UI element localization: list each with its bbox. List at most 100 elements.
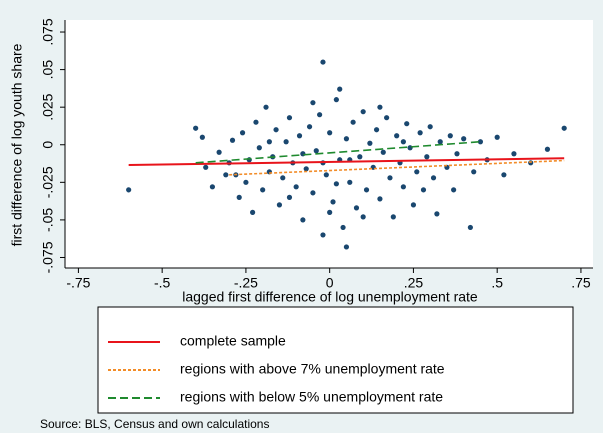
- y-tick-label: 0: [40, 141, 56, 149]
- scatter-point: [300, 217, 306, 223]
- scatter-point: [343, 244, 350, 250]
- scatter-point: [380, 149, 386, 155]
- scatter-point: [313, 148, 319, 154]
- y-tick-label: -.025: [40, 166, 56, 198]
- x-tick-label: .25: [404, 275, 424, 291]
- scatter-point: [347, 179, 353, 185]
- legend-box: [97, 306, 574, 414]
- plot-area: [65, 20, 593, 268]
- scatter-point: [286, 115, 293, 121]
- scatter-point: [454, 151, 460, 157]
- scatter-point: [320, 232, 326, 238]
- scatter-point: [387, 175, 393, 181]
- scatter-point: [528, 160, 534, 166]
- scatter-point: [317, 112, 323, 118]
- y-tick-label: .075: [40, 18, 56, 45]
- x-tick-label: -.25: [234, 275, 258, 291]
- scatter-point: [377, 104, 383, 110]
- scatter-point: [209, 184, 216, 190]
- scatter-point: [420, 187, 427, 193]
- scatter-point: [310, 190, 316, 196]
- scatter-point: [461, 136, 467, 142]
- scatter-point: [407, 145, 413, 151]
- fit-line: [128, 157, 565, 167]
- x-tick-label: 0: [326, 275, 334, 291]
- scatter-point: [427, 124, 433, 130]
- scatter-point: [437, 139, 443, 145]
- scatter-point: [203, 164, 209, 170]
- scatter-point: [360, 109, 366, 115]
- scatter-point: [447, 133, 453, 139]
- scatter-point: [306, 124, 313, 130]
- scatter-point: [337, 86, 343, 92]
- x-tick-label: -.5: [154, 275, 171, 291]
- scatter-point: [424, 154, 430, 160]
- scatter-point: [353, 205, 360, 211]
- scatter-point: [296, 133, 303, 139]
- scatter-point: [293, 184, 299, 190]
- scatter-point: [434, 211, 440, 217]
- scatter-point: [373, 127, 380, 133]
- scatter-point: [404, 121, 410, 127]
- scatter-point: [239, 130, 246, 136]
- x-tick-label: .5: [491, 275, 503, 291]
- scatter-point: [253, 119, 259, 125]
- legend-label: regions with below 5% unemployment rate: [180, 389, 443, 405]
- scatter-point: [263, 104, 269, 110]
- scatter-point: [471, 169, 477, 175]
- scatter-point: [303, 166, 309, 172]
- scatter-point: [300, 151, 306, 157]
- scatter-point: [276, 202, 283, 208]
- scatter-point: [229, 137, 236, 143]
- scatter-point: [417, 130, 423, 136]
- legend-label: regions with above 7% unemployment rate: [180, 361, 445, 377]
- scatter-point: [340, 224, 346, 231]
- scatter-point: [377, 196, 383, 202]
- scatter-point: [199, 134, 205, 140]
- x-tick-label: -.75: [66, 275, 90, 291]
- scatter-point: [320, 59, 326, 65]
- scatter-point: [286, 194, 293, 200]
- scatter-point: [511, 151, 517, 157]
- scatter-point: [350, 119, 356, 125]
- scatter-point: [327, 130, 333, 136]
- scatter-point: [477, 139, 484, 145]
- scatter-point: [357, 154, 363, 160]
- scatter-point: [333, 97, 339, 103]
- scatter-point: [561, 125, 567, 131]
- scatter-point: [363, 187, 370, 193]
- scatter-point: [266, 139, 272, 145]
- x-axis-title: lagged first difference of log unemploym…: [182, 289, 478, 305]
- scatter-point: [223, 172, 229, 178]
- scatter-point: [280, 175, 286, 181]
- scatter-point: [330, 199, 336, 205]
- scatter-point: [193, 125, 199, 131]
- source-note: Source: BLS, Census and own calculations: [40, 417, 269, 431]
- legend-label: complete sample: [180, 333, 286, 349]
- scatter-point: [283, 139, 289, 145]
- scatter-point: [323, 172, 329, 178]
- scatter-point: [243, 179, 249, 185]
- scatter-point: [390, 214, 396, 220]
- scatter-point: [501, 172, 507, 178]
- scatter-point: [236, 194, 242, 200]
- fit-line: [229, 159, 565, 176]
- scatter-point: [310, 100, 316, 106]
- x-tick-label: .75: [571, 275, 591, 291]
- y-tick-label: -.075: [40, 241, 56, 273]
- scatter-point: [216, 149, 222, 155]
- scatter-point: [126, 187, 132, 193]
- y-tick-label: .025: [40, 93, 56, 120]
- scatter-point: [343, 136, 350, 142]
- scatter-point: [250, 209, 256, 215]
- y-tick-label: -.05: [40, 208, 56, 232]
- scatter-point: [430, 175, 437, 181]
- scatter-point: [400, 139, 406, 145]
- scatter-point: [384, 115, 390, 121]
- scatter-point: [467, 224, 473, 231]
- scatter-point: [360, 214, 366, 220]
- scatter-point: [333, 181, 339, 187]
- scatter-point: [260, 187, 266, 193]
